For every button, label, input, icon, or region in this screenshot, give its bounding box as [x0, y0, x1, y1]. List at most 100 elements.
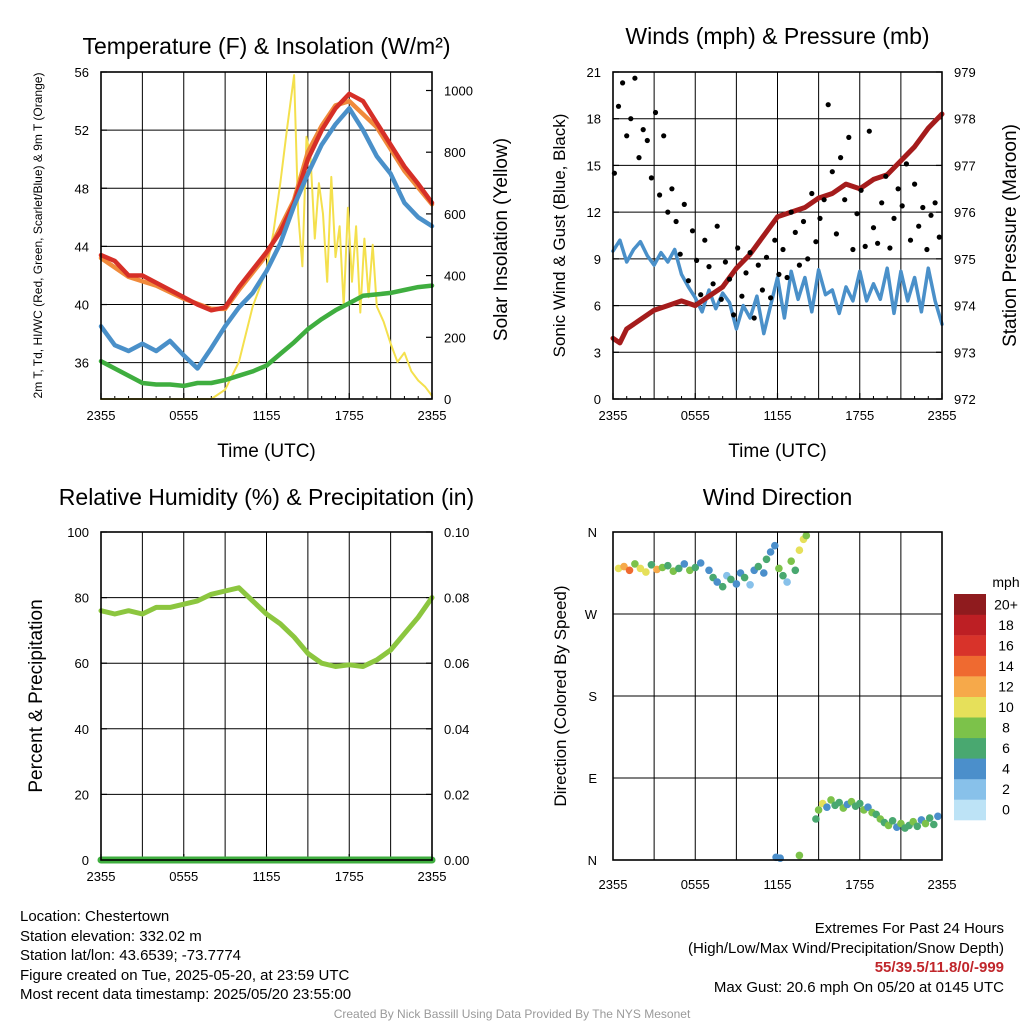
humidity-title: Relative Humidity (%) & Precipitation (i… — [59, 484, 474, 510]
gust-point — [689, 228, 696, 234]
station-elevation: Station elevation: 332.02 m — [20, 927, 202, 945]
gust-point — [652, 109, 659, 116]
gust-point — [722, 259, 729, 265]
gust-point — [628, 116, 634, 122]
gust-point — [870, 225, 877, 231]
temperature-y-tick-label: 36 — [75, 356, 89, 371]
gust-point — [615, 103, 622, 109]
colorbar-label: 2 — [1002, 781, 1010, 797]
gust-point — [838, 155, 844, 161]
gust-point — [788, 209, 794, 215]
gust-point — [636, 155, 642, 161]
gust-point — [858, 187, 864, 193]
temperature-y2-axis-label: Solar Insolation (Yellow) — [491, 138, 512, 341]
temperature-y2-tick-label: 1000 — [444, 84, 473, 99]
gust-point — [833, 231, 840, 237]
temperature-y2-tick-label: 800 — [444, 145, 466, 160]
temperature-x-tick-label: 2355 — [87, 408, 116, 423]
gust-point — [759, 287, 766, 293]
gust-point — [768, 295, 774, 301]
panel-temperature: Temperature (F) & Insolation (W/m²) Time … — [31, 33, 512, 462]
gust-point — [698, 292, 704, 298]
colorbar-swatch — [954, 696, 986, 718]
winds-x-tick-label: 1755 — [845, 408, 874, 423]
direction-point — [727, 575, 735, 584]
direction-point — [718, 582, 727, 591]
winds-y-axis-label: Sonic Wind & Gust (Blue, Black) — [550, 114, 569, 358]
direction-point — [740, 573, 749, 582]
direction-point — [760, 569, 768, 577]
temperature-y-tick-label: 52 — [75, 123, 89, 138]
winds-x-tick-label: 2355 — [928, 408, 957, 423]
gust-point — [842, 197, 848, 203]
winds-y-tick-label: 15 — [587, 158, 601, 173]
winds-y2-tick-label: 976 — [954, 205, 976, 220]
gust-point — [862, 243, 868, 249]
humidity-y-tick-label: 40 — [75, 722, 89, 737]
colorbar-label: 10 — [998, 699, 1014, 715]
extremes-values: 55/39.5/11.8/0/-999 — [874, 959, 1004, 976]
colorbar-label: 14 — [998, 658, 1014, 674]
direction-y-tick-label: E — [588, 771, 597, 786]
gust-point — [825, 102, 831, 108]
direction-x-tick-label: 2355 — [599, 877, 628, 892]
temperature-plot-border — [100, 71, 433, 400]
direction-point — [802, 531, 811, 540]
gust-point — [624, 133, 630, 139]
winds-y2-tick-label: 975 — [954, 252, 976, 267]
winds-y-tick-label: 6 — [594, 299, 601, 314]
gust-point — [866, 128, 872, 134]
series-line-hi-wc — [98, 106, 435, 371]
humidity-x-tick-label: 0555 — [169, 869, 198, 884]
temperature-x-tick-label: 1155 — [253, 408, 281, 423]
gust-point — [920, 204, 926, 211]
direction-point — [812, 815, 820, 823]
direction-x-tick-label: 1755 — [845, 877, 874, 892]
colorbar-swatch — [954, 778, 986, 800]
gust-point — [916, 223, 922, 229]
gust-point — [751, 315, 757, 321]
colorbar-title: mph — [992, 574, 1019, 590]
gust-point — [726, 276, 733, 282]
extremes-subtitle: (High/Low/Max Wind/Precipitation/Snow De… — [688, 939, 1004, 957]
gust-point — [681, 201, 687, 207]
winds-x-axis-label: Time (UTC) — [728, 441, 827, 462]
gust-point — [829, 169, 835, 175]
colorbar-label: 18 — [998, 617, 1014, 633]
direction-point — [647, 561, 656, 569]
direction-point — [913, 822, 922, 831]
direction-x-tick-label: 1155 — [764, 877, 792, 892]
gust-point — [887, 245, 893, 251]
direction-point — [888, 817, 897, 825]
gust-point — [673, 218, 679, 225]
gust-point — [928, 212, 934, 218]
colorbar-swatch — [954, 717, 986, 739]
gust-point — [817, 215, 823, 221]
gust-point — [706, 264, 712, 270]
direction-point — [766, 548, 775, 556]
figure-created: Figure created on Tue, 2025-05-20, at 23… — [20, 966, 350, 984]
gust-point — [644, 137, 650, 144]
gust-point — [936, 234, 942, 240]
winds-y-tick-label: 21 — [587, 65, 601, 80]
winds-plot-border — [612, 71, 943, 400]
colorbar-swatch — [954, 635, 986, 656]
direction-point — [921, 819, 930, 828]
gust-point — [821, 197, 827, 203]
winds-y-tick-label: 18 — [587, 112, 601, 127]
temperature-title: Temperature (F) & Insolation (W/m²) — [82, 33, 450, 59]
direction-point — [732, 580, 741, 588]
direction-point — [776, 854, 784, 862]
colorbar-swatch — [954, 676, 986, 697]
extremes-panel: Extremes For Past 24 Hours (High/Low/Max… — [688, 919, 1004, 997]
gust-point — [702, 237, 708, 243]
gust-point — [743, 270, 749, 276]
humidity-y-axis-label: Percent & Precipitation — [26, 599, 47, 792]
winds-y2-tick-label: 974 — [954, 299, 976, 314]
winds-y2-axis-label: Station Pressure (Maroon) — [1000, 124, 1021, 347]
gust-point — [796, 262, 803, 268]
colorbar-label: 16 — [998, 637, 1014, 653]
gust-point — [640, 127, 646, 133]
gust-point — [875, 240, 881, 246]
gust-point — [772, 237, 778, 243]
